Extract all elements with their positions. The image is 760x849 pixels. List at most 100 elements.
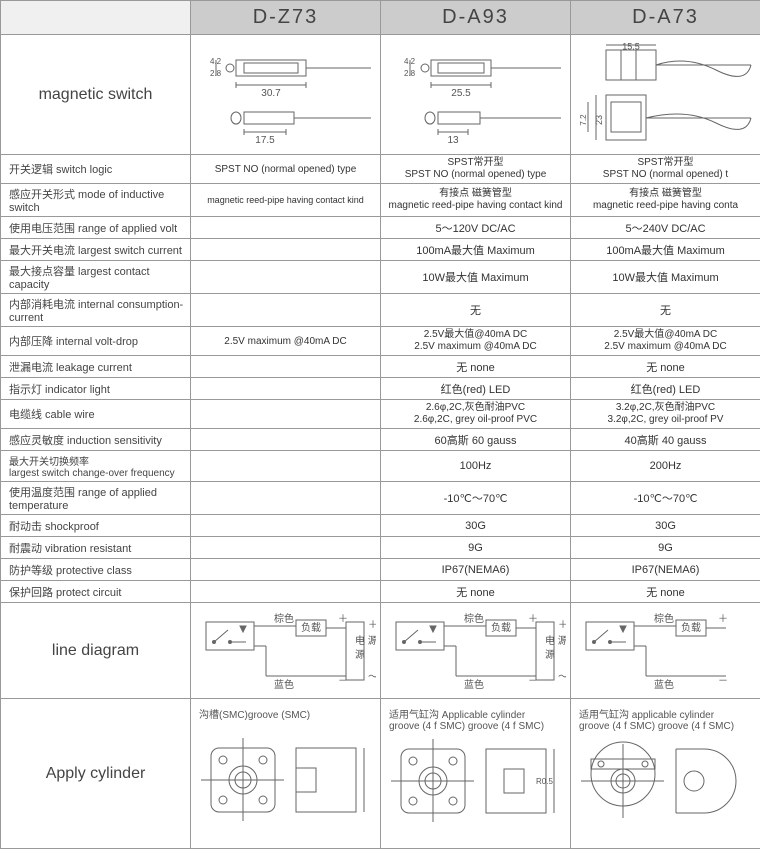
spec-label: 使用温度范围 range of applied temperature: [1, 482, 191, 515]
svg-text:17.5: 17.5: [255, 135, 275, 146]
svg-text:蓝色: 蓝色: [274, 678, 294, 691]
svg-text:＋: ＋: [558, 620, 566, 631]
spec-c2: IP67(NEMA6): [381, 559, 571, 581]
svg-text:～: ～: [368, 672, 376, 683]
spec-label: 使用电压范围 range of applied volt: [1, 217, 191, 239]
spec-row: 防护等级 protective class IP67(NEMA6)IP67(NEM…: [1, 559, 760, 581]
spec-c3: 9G: [571, 537, 760, 559]
spec-c2: 100mA最大值 Maximum: [381, 239, 571, 261]
spec-c3: 40高斯 40 gauss: [571, 429, 760, 451]
model-1: D-A93: [381, 1, 571, 35]
spec-row: 保护回路 protect circuit无 none无 none: [1, 581, 760, 603]
header-row: D-Z73 D-A93 D-A73: [1, 1, 760, 35]
svg-text:25.5: 25.5: [451, 88, 471, 99]
spec-label: 最大开关切换频率 largest switch change-over freq…: [1, 451, 191, 482]
svg-text:～: ～: [558, 672, 566, 683]
magnetic-switch-row: magnetic switch: [1, 35, 760, 155]
switch-diagram-0: 30.7 17.5 4.2 2.8: [191, 35, 381, 155]
spec-c2: 无 none: [381, 356, 571, 378]
cyl-1: 适用气缸沟 Applicable cylinder groove (4 f SM…: [381, 699, 571, 849]
spec-label: 指示灯 indicator light: [1, 378, 191, 400]
svg-text:－: －: [338, 676, 348, 687]
spec-c2: 5～120V DC/AC: [381, 217, 571, 239]
magnetic-switch-label: magnetic switch: [1, 35, 191, 155]
spec-row: 内部消耗电流 internal consumption-current无无: [1, 294, 760, 327]
svg-text:＋: ＋: [528, 614, 538, 625]
svg-text:负载: 负载: [491, 621, 511, 634]
svg-text:4.2: 4.2: [404, 57, 416, 66]
spec-row: 使用温度范围 range of applied temperature-10℃～…: [1, 482, 760, 515]
svg-text:负载: 负载: [301, 621, 321, 634]
svg-text:蓝色: 蓝色: [464, 678, 484, 691]
spec-row: 最大开关切换频率 largest switch change-over freq…: [1, 451, 760, 482]
spec-row: 指示灯 indicator light 红色(red) LED红色(red) LE…: [1, 378, 760, 400]
line-diagram-label: line diagram: [1, 603, 191, 699]
spec-row: 耐动击 shockproof30G30G: [1, 515, 760, 537]
svg-text:R0.5: R0.5: [536, 777, 553, 786]
spec-c1: [191, 482, 381, 515]
svg-text:负载: 负载: [681, 621, 701, 634]
spec-row: 最大接点容量 largest contact capacity10W最大值 Ma…: [1, 261, 760, 294]
svg-text:－: －: [718, 676, 728, 687]
switch-diagram-2: 15.5 23 7.2: [571, 35, 760, 155]
spec-c3: 有接点 磁簧管型 magnetic reed-pipe having conta: [571, 184, 760, 217]
spec-c2: 无: [381, 294, 571, 327]
header-blank: [1, 1, 191, 35]
spec-c1: [191, 559, 381, 581]
spec-c1: magnetic reed-pipe having contact kind: [191, 184, 381, 217]
spec-c2: 2.5V最大值@40mA DC 2.5V maximum @40mA DC: [381, 327, 571, 356]
spec-c1: [191, 400, 381, 429]
svg-text:30.7: 30.7: [261, 88, 281, 99]
spec-label: 耐动击 shockproof: [1, 515, 191, 537]
spec-c3: 红色(red) LED: [571, 378, 760, 400]
svg-text:＋: ＋: [718, 614, 728, 625]
spec-c3: 30G: [571, 515, 760, 537]
svg-text:7.2: 7.2: [579, 113, 588, 125]
cyl-0: 沟槽(SMC)groove (SMC): [191, 699, 381, 849]
spec-c1: [191, 294, 381, 327]
spec-c3: 5～240V DC/AC: [571, 217, 760, 239]
spec-label: 感应灵敏度 induction sensitivity: [1, 429, 191, 451]
spec-c3: 10W最大值 Maximum: [571, 261, 760, 294]
spec-c1: [191, 537, 381, 559]
spec-row: 最大开关电流 largest switch current 100mA最大值 Ma…: [1, 239, 760, 261]
spec-label: 耐震动 vibration resistant: [1, 537, 191, 559]
apply-cylinder-row: Apply cylinder 沟槽(SMC)groove (SMC) 适用气缸沟: [1, 699, 760, 849]
spec-c1: [191, 429, 381, 451]
spec-row: 使用电压范围 range of applied volt 5～120V DC/AC…: [1, 217, 760, 239]
svg-text:23: 23: [594, 114, 604, 124]
spec-row: 泄漏电流 leakage current 无 none无 none: [1, 356, 760, 378]
spec-c3: 无 none: [571, 356, 760, 378]
spec-row: 感应开关形式 mode of inductive switchmagnetic …: [1, 184, 760, 217]
spec-label: 最大开关电流 largest switch current: [1, 239, 191, 261]
spec-c2: 10W最大值 Maximum: [381, 261, 571, 294]
spec-c3: 2.5V最大值@40mA DC 2.5V maximum @40mA DC: [571, 327, 760, 356]
spec-c1: [191, 515, 381, 537]
switch-diagram-1: 25.5 13 4.2 2.8: [381, 35, 571, 155]
svg-text:电 源: 电 源: [545, 634, 566, 647]
line-diagram-2: 棕色 蓝色 负载 ＋ －: [571, 603, 760, 699]
spec-c2: 9G: [381, 537, 571, 559]
spec-c3: 100mA最大值 Maximum: [571, 239, 760, 261]
spec-c1: [191, 451, 381, 482]
svg-text:4.2: 4.2: [210, 57, 222, 66]
spec-c2: 60高斯 60 gauss: [381, 429, 571, 451]
spec-c1: [191, 581, 381, 603]
spec-c1: [191, 261, 381, 294]
svg-text:棕色: 棕色: [464, 612, 484, 625]
line-diagram-1: 棕色 蓝色 负载 ＋ － 电 源源＋～: [381, 603, 571, 699]
spec-label: 泄漏电流 leakage current: [1, 356, 191, 378]
model-2: D-A73: [571, 1, 760, 35]
cyl-note-0: 沟槽(SMC)groove (SMC): [195, 704, 376, 723]
svg-text:＋: ＋: [338, 614, 348, 625]
spec-c3: 3.2φ,2C,灰色耐油PVC 3.2φ,2C, grey oil-proof …: [571, 400, 760, 429]
svg-text:13: 13: [447, 135, 459, 146]
spec-rows: 开关逻辑 switch logicSPST NO (normal opened)…: [1, 155, 760, 603]
spec-label: 开关逻辑 switch logic: [1, 155, 191, 184]
spec-c3: IP67(NEMA6): [571, 559, 760, 581]
apply-cylinder-label: Apply cylinder: [1, 699, 191, 849]
spec-label: 防护等级 protective class: [1, 559, 191, 581]
spec-c2: 红色(red) LED: [381, 378, 571, 400]
spec-label: 电缆线 cable wire: [1, 400, 191, 429]
cyl-2: 适用气缸沟 applicable cylinder groove (4 f SM…: [571, 699, 760, 849]
